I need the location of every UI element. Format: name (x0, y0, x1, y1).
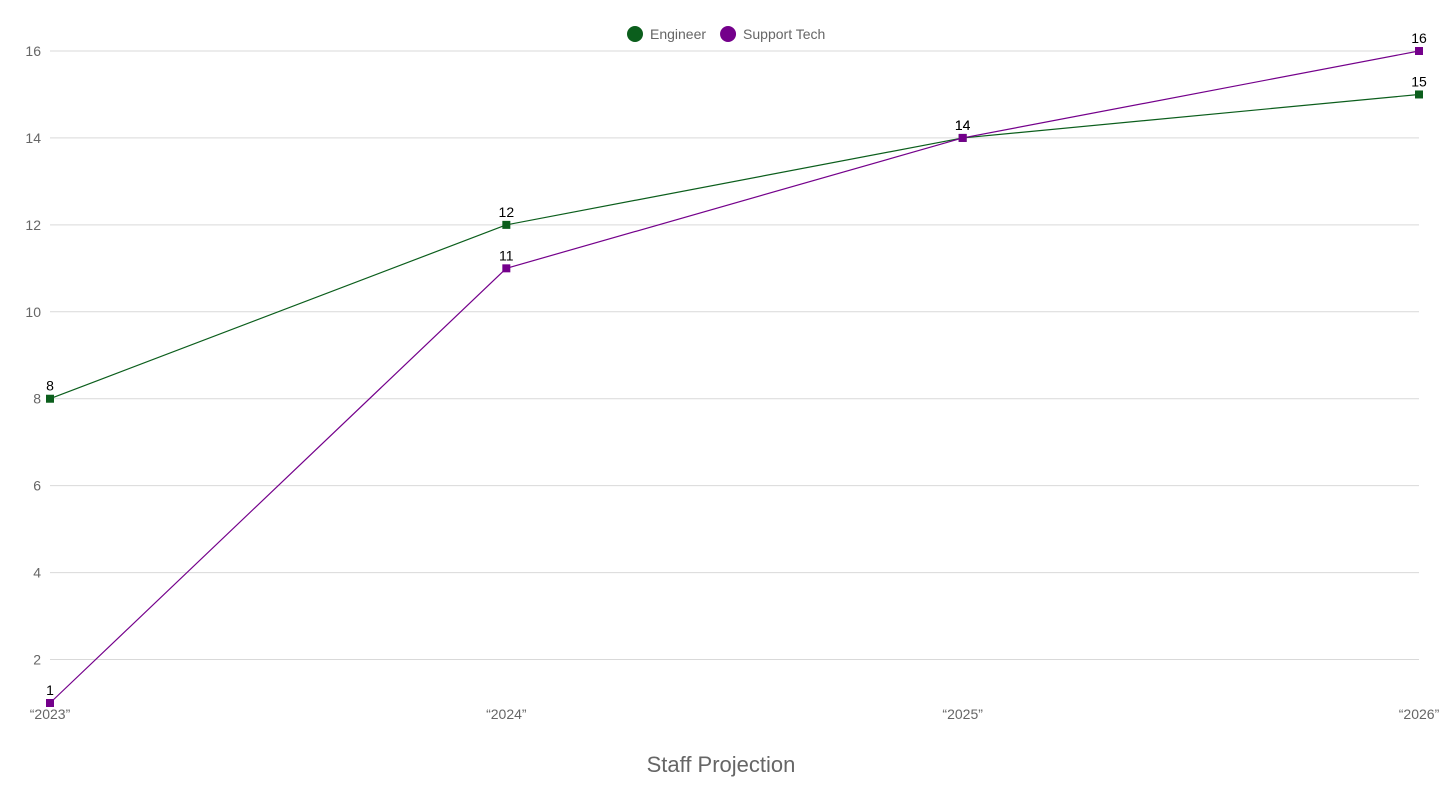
data-label: 15 (1411, 73, 1427, 89)
legend-marker (720, 26, 737, 42)
series-line (49, 50, 1420, 704)
data-point[interactable] (46, 699, 54, 707)
y-tick-label: 14 (25, 130, 41, 146)
data-label: 12 (499, 204, 515, 220)
data-label: 1 (46, 682, 54, 698)
chart-title: Staff Projection (647, 752, 796, 777)
legend-item-engineer[interactable]: Engineer (627, 26, 706, 42)
data-point[interactable] (958, 133, 967, 142)
legend-item-support-tech[interactable]: Support Tech (720, 26, 825, 42)
data-label: 8 (46, 378, 54, 394)
y-tick-label: 6 (33, 478, 41, 494)
y-tick-label: 10 (25, 304, 41, 320)
data-point[interactable] (502, 220, 511, 229)
x-tick-label: “2024” (486, 706, 527, 722)
data-point[interactable] (46, 394, 54, 403)
data-label: 11 (499, 247, 514, 263)
legend-label: Engineer (650, 26, 706, 42)
x-tick-label: “2026” (1399, 706, 1440, 722)
legend[interactable]: Engineer Support Tech (627, 26, 825, 42)
series-engineer: 8 12 14 15 (46, 73, 1427, 403)
x-tick-label: “2025” (942, 706, 983, 722)
series-line (49, 93, 1420, 400)
x-tick-label: “2023” (30, 706, 71, 722)
data-point[interactable] (1415, 47, 1423, 55)
y-tick-label: 2 (33, 652, 41, 668)
data-label: 14 (955, 117, 971, 133)
data-point[interactable] (502, 264, 511, 273)
y-tick-label: 16 (25, 43, 41, 59)
x-axis-tick-labels: “2023” “2024” “2025” “2026” (30, 706, 1440, 722)
data-label: 16 (1411, 30, 1427, 46)
y-tick-label: 4 (33, 565, 41, 581)
grid-lines (50, 50, 1419, 661)
data-label: 14 (955, 117, 971, 133)
data-point[interactable] (1415, 90, 1423, 99)
legend-marker (627, 26, 643, 42)
legend-label: Support Tech (743, 26, 825, 42)
y-tick-label: 12 (25, 217, 41, 233)
y-tick-label: 8 (33, 391, 41, 407)
y-axis-tick-labels: 2 4 6 8 10 12 14 16 (25, 43, 41, 668)
